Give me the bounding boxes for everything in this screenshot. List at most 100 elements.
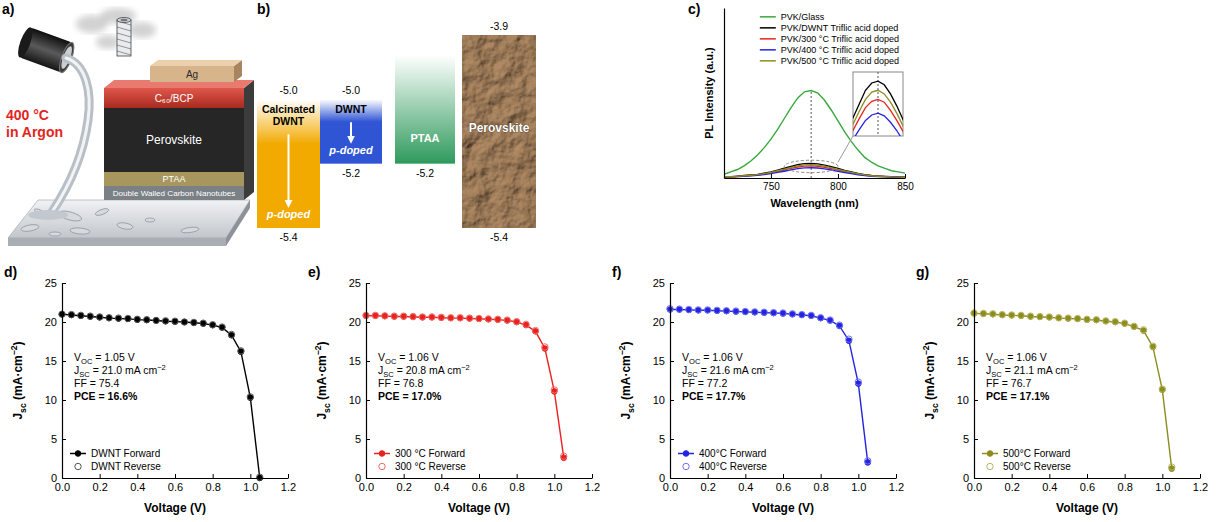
nanotube-mesh [117, 51, 131, 55]
data-point [96, 314, 102, 320]
metal-flake [70, 227, 90, 235]
data-point [400, 313, 406, 319]
data-point [1093, 316, 1099, 322]
annotation: FF = 76.8 [378, 377, 423, 389]
text-part: ) [619, 341, 633, 345]
text-part: = 1.06 V [396, 351, 438, 363]
tick-mark [896, 474, 897, 478]
data-point [1037, 314, 1043, 320]
data-point [827, 317, 833, 323]
y-axis: 0510152025 [957, 277, 978, 484]
data-point [429, 314, 435, 320]
tick-label: 20 [45, 316, 57, 328]
legend-label: 300 °C Reverse [395, 461, 466, 472]
text-part: PCE = 17.1% [986, 390, 1050, 402]
data-point [125, 316, 131, 322]
data-point [1065, 316, 1071, 322]
legend: 300 °C Forward300 °C Reverse [374, 448, 466, 472]
tick-label: 0.2 [397, 481, 412, 493]
data-point [542, 344, 548, 350]
data-point [115, 315, 121, 321]
text-part: sc [18, 403, 28, 413]
x-axis: 0.00.20.40.60.81.01.2 [663, 474, 904, 493]
zoom-connector [838, 136, 853, 162]
data-point [419, 314, 425, 320]
text-part: (mA·cm [11, 355, 25, 403]
tick-label: 0.6 [776, 481, 791, 493]
data-point [695, 307, 701, 313]
tick: 10 [653, 394, 674, 406]
annotation: FF = 77.2 [682, 377, 727, 389]
schematic: AgC₆₀/BCPPerovskitePTAADouble Walled Car… [6, 8, 254, 246]
data-point [247, 394, 253, 400]
ag-top [150, 60, 242, 66]
data-point [68, 311, 74, 317]
text-part: J [315, 413, 329, 420]
layer-label: Double Walled Carbon Nanotubes [113, 189, 236, 198]
text-part: (mA·cm [619, 355, 633, 403]
data-point [677, 307, 683, 313]
legend-marker [75, 451, 81, 457]
data-point [817, 315, 823, 321]
tick: 0.6 [472, 474, 487, 493]
data-point [219, 325, 225, 331]
data-point [135, 317, 141, 323]
data-point [1028, 314, 1034, 320]
data-point [181, 319, 187, 325]
tick: 25 [653, 277, 674, 289]
text-part: −2 [461, 363, 470, 372]
tick: 0.8 [1118, 474, 1133, 493]
data-point [771, 310, 777, 316]
stack-side [244, 80, 254, 200]
level-label: -5.0 [279, 84, 297, 96]
data-point [134, 316, 140, 322]
tick-mark [366, 283, 370, 284]
tick: 1.0 [547, 474, 562, 493]
tick-label: 0.8 [814, 481, 829, 493]
data-point [990, 311, 996, 317]
legend-item: PVK/DWNT Triflic acid doped [760, 23, 898, 33]
tick-mark [858, 474, 859, 478]
panel-letter: d) [4, 264, 17, 280]
data-point [228, 331, 234, 337]
tick-mark [175, 474, 176, 478]
data-point [1121, 320, 1127, 326]
molten-puddle [28, 210, 68, 220]
annotation: PCE = 17.1% [986, 390, 1050, 402]
data-point [1169, 464, 1175, 470]
legend-item: DWNT Forward [70, 448, 160, 459]
data-point [532, 327, 538, 333]
smoke [96, 35, 120, 49]
process-condition: 400 °C [6, 107, 49, 123]
data-point [172, 318, 178, 324]
process-condition: in Argon [6, 124, 63, 140]
series-line [366, 316, 564, 458]
data-point [789, 311, 795, 317]
band-note: p-doped [266, 208, 311, 220]
tick-label: 20 [349, 316, 361, 328]
tick-mark [771, 174, 772, 178]
nanotube-mesh [117, 39, 131, 43]
data-point [172, 319, 178, 325]
tick-mark [100, 474, 101, 478]
level-label: -5.4 [490, 231, 508, 243]
y-axis [724, 9, 725, 179]
x-axis-title: Voltage (V) [1056, 501, 1118, 515]
data-point [808, 313, 814, 319]
text-part: FF = 75.4 [74, 377, 119, 389]
tick: 10 [349, 394, 370, 406]
metal-flake [21, 223, 40, 232]
tick: 15 [653, 355, 674, 367]
substrate-edge [8, 238, 226, 246]
data-point [486, 316, 492, 322]
energy-band [320, 99, 382, 163]
tick-label: 10 [349, 394, 361, 406]
legend-label: 400°C Forward [699, 448, 766, 459]
tick: 1.0 [243, 474, 258, 493]
tick-label: 850 [897, 181, 914, 192]
tick-mark [974, 322, 978, 323]
legend-marker [987, 451, 993, 457]
data-point [219, 324, 225, 330]
annotation: FF = 76.7 [986, 377, 1031, 389]
tick: 5 [659, 433, 674, 445]
